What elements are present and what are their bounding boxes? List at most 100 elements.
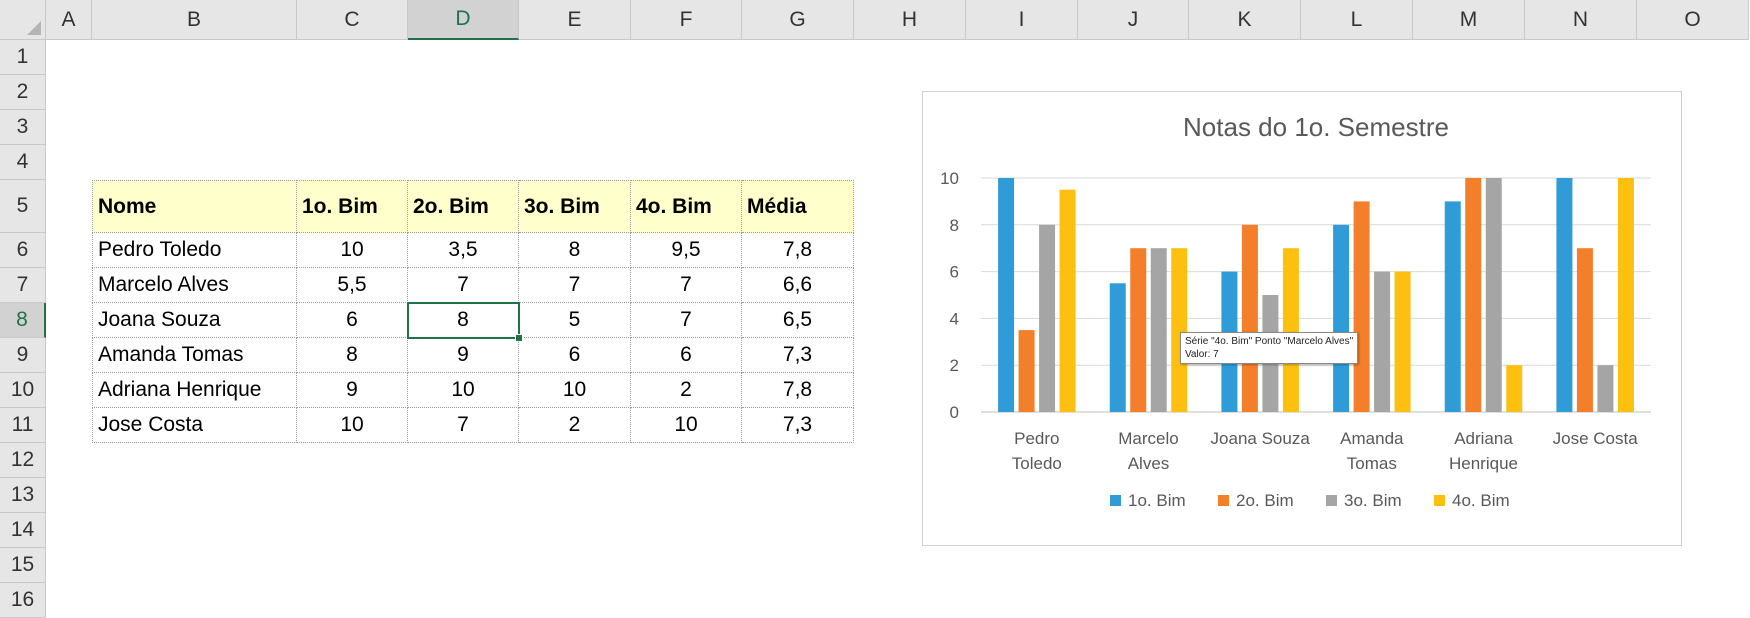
legend-swatch bbox=[1326, 495, 1337, 506]
column-header-a[interactable]: A bbox=[46, 0, 92, 40]
table-header-cell[interactable]: 2o. Bim bbox=[408, 180, 519, 233]
row-header-5[interactable]: 5 bbox=[0, 180, 46, 233]
grade-cell[interactable]: 10 bbox=[297, 233, 408, 268]
grade-cell[interactable]: 6 bbox=[631, 338, 742, 373]
column-header-l[interactable]: L bbox=[1301, 0, 1413, 40]
grade-cell[interactable]: 3,5 bbox=[408, 233, 519, 268]
row-header-9[interactable]: 9 bbox=[0, 338, 46, 373]
bar-2o-bim bbox=[1465, 178, 1482, 412]
grade-cell[interactable]: 10 bbox=[297, 408, 408, 443]
grade-cell[interactable]: 6,6 bbox=[742, 268, 854, 303]
column-header-h[interactable]: H bbox=[854, 0, 966, 40]
legend-label: 4o. Bim bbox=[1452, 491, 1510, 510]
table-header-cell[interactable]: 4o. Bim bbox=[631, 180, 742, 233]
bar-4o-bim bbox=[1059, 189, 1076, 412]
column-chart[interactable]: Notas do 1o. Semestre 0 2 4 6 8 10 Pedro Toledo M… bbox=[922, 91, 1682, 546]
grade-cell[interactable]: 2 bbox=[519, 408, 631, 443]
grade-cell[interactable]: 5,5 bbox=[297, 268, 408, 303]
column-header-e[interactable]: E bbox=[519, 0, 631, 40]
grade-cell[interactable]: 10 bbox=[519, 373, 631, 408]
grade-cell[interactable]: 8 bbox=[408, 303, 519, 338]
column-header-b[interactable]: B bbox=[92, 0, 297, 40]
legend-swatch bbox=[1434, 495, 1445, 506]
student-name-cell[interactable]: Joana Souza bbox=[92, 303, 297, 338]
chart-title: Notas do 1o. Semestre bbox=[1183, 112, 1449, 142]
chart-tooltip: Série "4o. Bim" Ponto "Marcelo Alves" Va… bbox=[1180, 332, 1359, 364]
grade-cell[interactable]: 7 bbox=[408, 408, 519, 443]
row-header-7[interactable]: 7 bbox=[0, 268, 46, 303]
bar-4o-bim bbox=[1394, 271, 1411, 412]
fill-handle[interactable] bbox=[515, 334, 523, 342]
row-header-6[interactable]: 6 bbox=[0, 233, 46, 268]
column-header-d[interactable]: D bbox=[408, 0, 519, 40]
row-header-3[interactable]: 3 bbox=[0, 110, 46, 145]
column-header-j[interactable]: J bbox=[1078, 0, 1189, 40]
row-header-14[interactable]: 14 bbox=[0, 513, 46, 548]
grade-cell[interactable]: 9 bbox=[297, 373, 408, 408]
x-category-label: Jose Costa bbox=[1553, 429, 1639, 448]
bar-4o-bim bbox=[1171, 248, 1188, 412]
column-header-k[interactable]: K bbox=[1189, 0, 1301, 40]
student-name-cell[interactable]: Pedro Toledo bbox=[92, 233, 297, 268]
bar-3o-bim bbox=[1150, 248, 1167, 412]
grade-cell[interactable]: 7 bbox=[408, 268, 519, 303]
grade-cell[interactable]: 7,3 bbox=[742, 338, 854, 373]
row-header-13[interactable]: 13 bbox=[0, 478, 46, 513]
student-name-cell[interactable]: Jose Costa bbox=[92, 408, 297, 443]
select-all-corner[interactable] bbox=[0, 0, 46, 40]
tooltip-value: Valor: 7 bbox=[1185, 349, 1219, 360]
column-header-i[interactable]: I bbox=[966, 0, 1078, 40]
grade-cell[interactable]: 7 bbox=[631, 268, 742, 303]
grade-cell[interactable]: 7,8 bbox=[742, 233, 854, 268]
grade-cell[interactable]: 7,3 bbox=[742, 408, 854, 443]
grade-cell[interactable]: 10 bbox=[631, 408, 742, 443]
grade-cell[interactable]: 7,8 bbox=[742, 373, 854, 408]
grade-cell[interactable]: 5 bbox=[519, 303, 631, 338]
row-header-10[interactable]: 10 bbox=[0, 373, 46, 408]
grade-cell[interactable]: 6 bbox=[297, 303, 408, 338]
grade-cell[interactable]: 7 bbox=[519, 268, 631, 303]
row-header-4[interactable]: 4 bbox=[0, 145, 46, 180]
table-header-cell[interactable]: 1o. Bim bbox=[297, 180, 408, 233]
student-name-cell[interactable]: Adriana Henrique bbox=[92, 373, 297, 408]
student-name-cell[interactable]: Marcelo Alves bbox=[92, 268, 297, 303]
row-header-12[interactable]: 12 bbox=[0, 443, 46, 478]
y-tick-label: 8 bbox=[950, 216, 959, 235]
bar-3o-bim bbox=[1597, 365, 1614, 412]
row-header-8[interactable]: 8 bbox=[0, 303, 46, 338]
bar-3o-bim bbox=[1374, 271, 1391, 412]
row-header-15[interactable]: 15 bbox=[0, 548, 46, 583]
table-header-cell[interactable]: Média bbox=[742, 180, 854, 233]
grade-cell[interactable]: 6,5 bbox=[742, 303, 854, 338]
bar-2o-bim bbox=[1353, 201, 1370, 412]
row-header-1[interactable]: 1 bbox=[0, 40, 46, 75]
column-header-n[interactable]: N bbox=[1525, 0, 1637, 40]
bar-3o-bim bbox=[1485, 178, 1502, 412]
table-header-cell[interactable]: Nome bbox=[92, 180, 297, 233]
row-header-2[interactable]: 2 bbox=[0, 75, 46, 110]
table-header-cell[interactable]: 3o. Bim bbox=[519, 180, 631, 233]
chart-canvas: Notas do 1o. Semestre 0 2 4 6 8 10 Pedro Toledo M… bbox=[940, 112, 1651, 510]
column-header-m[interactable]: M bbox=[1413, 0, 1525, 40]
grade-cell[interactable]: 10 bbox=[408, 373, 519, 408]
y-tick-label: 10 bbox=[940, 169, 959, 188]
bar-2o-bim bbox=[1018, 330, 1035, 412]
grade-cell[interactable]: 9,5 bbox=[631, 233, 742, 268]
column-header-c[interactable]: C bbox=[297, 0, 408, 40]
row-header-11[interactable]: 11 bbox=[0, 408, 46, 443]
bar-3o-bim bbox=[1039, 224, 1056, 412]
grade-cell[interactable]: 2 bbox=[631, 373, 742, 408]
row-header-16[interactable]: 16 bbox=[0, 583, 46, 618]
bar-4o-bim bbox=[1506, 365, 1523, 412]
grade-cell[interactable]: 8 bbox=[297, 338, 408, 373]
grade-cell[interactable]: 9 bbox=[408, 338, 519, 373]
grade-cell[interactable]: 8 bbox=[519, 233, 631, 268]
student-name-cell[interactable]: Amanda Tomas bbox=[92, 338, 297, 373]
grade-cell[interactable]: 6 bbox=[519, 338, 631, 373]
column-header-f[interactable]: F bbox=[631, 0, 742, 40]
grade-cell[interactable]: 7 bbox=[631, 303, 742, 338]
column-header-o[interactable]: O bbox=[1637, 0, 1749, 40]
column-header-g[interactable]: G bbox=[742, 0, 854, 40]
y-tick-label: 2 bbox=[950, 356, 959, 375]
